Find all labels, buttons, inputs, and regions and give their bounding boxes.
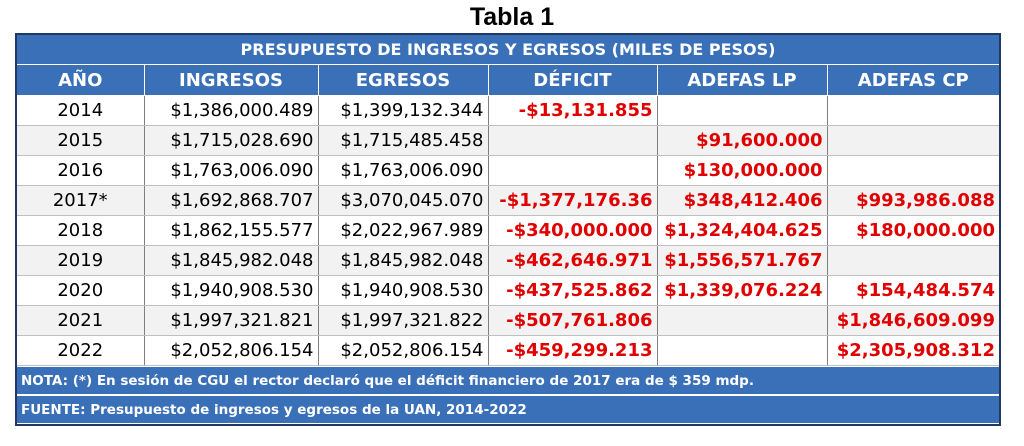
cell-ingresos: $1,940,908.530 xyxy=(144,275,319,306)
budget-table-frame: PRESUPUESTO DE INGRESOS Y EGRESOS (MILES… xyxy=(15,33,1001,426)
cell-deficit: -$507,761.806 xyxy=(488,305,658,336)
cell-deficit: -$340,000.000 xyxy=(488,215,658,246)
cell-year: 2014 xyxy=(17,95,145,126)
cell-adefas-lp xyxy=(657,305,828,336)
table-row: 2016 $1,763,006.090 $1,763,006.090 $130,… xyxy=(17,155,999,186)
header-deficit: DÉFICIT xyxy=(488,65,658,96)
cell-adefas-lp: $348,412.406 xyxy=(657,185,828,216)
cell-adefas-lp: $1,556,571.767 xyxy=(657,245,828,276)
cell-egresos: $1,997,321.822 xyxy=(318,305,489,336)
cell-adefas-cp xyxy=(827,125,999,156)
header-year: AÑO xyxy=(17,65,145,96)
cell-ingresos: $1,845,982.048 xyxy=(144,245,319,276)
cell-adefas-lp: $1,324,404.625 xyxy=(657,215,828,246)
cell-adefas-lp: $130,000.000 xyxy=(657,155,828,186)
cell-egresos: $1,715,485.458 xyxy=(318,125,489,156)
cell-deficit: -$1,377,176.36 xyxy=(488,185,658,216)
cell-adefas-cp xyxy=(827,155,999,186)
cell-adefas-lp: $91,600.000 xyxy=(657,125,828,156)
cell-adefas-cp xyxy=(827,245,999,276)
cell-year: 2017* xyxy=(17,185,145,216)
table-caption: PRESUPUESTO DE INGRESOS Y EGRESOS (MILES… xyxy=(17,35,999,65)
cell-adefas-lp xyxy=(657,95,828,126)
table-row: 2017* $1,692,868.707 $3,070,045.070 -$1,… xyxy=(17,185,999,216)
table-note: NOTA: (*) En sesión de CGU el rector dec… xyxy=(17,366,999,395)
cell-deficit xyxy=(488,155,658,186)
cell-year: 2019 xyxy=(17,245,145,276)
cell-egresos: $2,022,967.989 xyxy=(318,215,489,246)
cell-deficit xyxy=(488,125,658,156)
cell-adefas-cp xyxy=(827,95,999,126)
cell-egresos: $3,070,045.070 xyxy=(318,185,489,216)
cell-ingresos: $1,386,000.489 xyxy=(144,95,319,126)
cell-ingresos: $1,763,006.090 xyxy=(144,155,319,186)
cell-ingresos: $1,997,321.821 xyxy=(144,305,319,336)
cell-egresos: $2,052,806.154 xyxy=(318,335,489,366)
header-row: AÑO INGRESOS EGRESOS DÉFICIT ADEFAS LP A… xyxy=(17,65,999,96)
cell-adefas-cp: $1,846,609.099 xyxy=(827,305,999,336)
cell-adefas-cp: $993,986.088 xyxy=(827,185,999,216)
cell-deficit: -$13,131.855 xyxy=(488,95,658,126)
table-title: Tabla 1 xyxy=(469,3,555,31)
cell-year: 2022 xyxy=(17,335,145,366)
budget-table: AÑO INGRESOS EGRESOS DÉFICIT ADEFAS LP A… xyxy=(17,65,999,366)
header-adefas-lp: ADEFAS LP xyxy=(657,65,828,96)
cell-adefas-lp xyxy=(657,335,828,366)
cell-year: 2018 xyxy=(17,215,145,246)
header-egresos: EGRESOS xyxy=(318,65,489,96)
cell-ingresos: $1,692,868.707 xyxy=(144,185,319,216)
table-row: 2022 $2,052,806.154 $2,052,806.154 -$459… xyxy=(17,335,999,366)
cell-deficit: -$459,299.213 xyxy=(488,335,658,366)
cell-adefas-cp: $180,000.000 xyxy=(827,215,999,246)
cell-egresos: $1,399,132.344 xyxy=(318,95,489,126)
cell-year: 2020 xyxy=(17,275,145,306)
cell-egresos: $1,845,982.048 xyxy=(318,245,489,276)
cell-adefas-lp: $1,339,076.224 xyxy=(657,275,828,306)
cell-deficit: -$462,646.971 xyxy=(488,245,658,276)
cell-adefas-cp: $154,484.574 xyxy=(827,275,999,306)
cell-ingresos: $1,715,028.690 xyxy=(144,125,319,156)
cell-ingresos: $2,052,806.154 xyxy=(144,335,319,366)
table-row: 2021 $1,997,321.821 $1,997,321.822 -$507… xyxy=(17,305,999,336)
cell-ingresos: $1,862,155.577 xyxy=(144,215,319,246)
cell-egresos: $1,763,006.090 xyxy=(318,155,489,186)
header-ingresos: INGRESOS xyxy=(144,65,319,96)
table-row: 2018 $1,862,155.577 $2,022,967.989 -$340… xyxy=(17,215,999,246)
cell-adefas-cp: $2,305,908.312 xyxy=(827,335,999,366)
table-row: 2014 $1,386,000.489 $1,399,132.344 -$13,… xyxy=(17,95,999,126)
table-row: 2015 $1,715,028.690 $1,715,485.458 $91,6… xyxy=(17,125,999,156)
table-row: 2019 $1,845,982.048 $1,845,982.048 -$462… xyxy=(17,245,999,276)
table-source: FUENTE: Presupuesto de ingresos y egreso… xyxy=(17,395,999,424)
header-adefas-cp: ADEFAS CP xyxy=(827,65,999,96)
cell-year: 2021 xyxy=(17,305,145,336)
table-row: 2020 $1,940,908.530 $1,940,908.530 -$437… xyxy=(17,275,999,306)
cell-egresos: $1,940,908.530 xyxy=(318,275,489,306)
cell-year: 2015 xyxy=(17,125,145,156)
cell-deficit: -$437,525.862 xyxy=(488,275,658,306)
cell-year: 2016 xyxy=(17,155,145,186)
